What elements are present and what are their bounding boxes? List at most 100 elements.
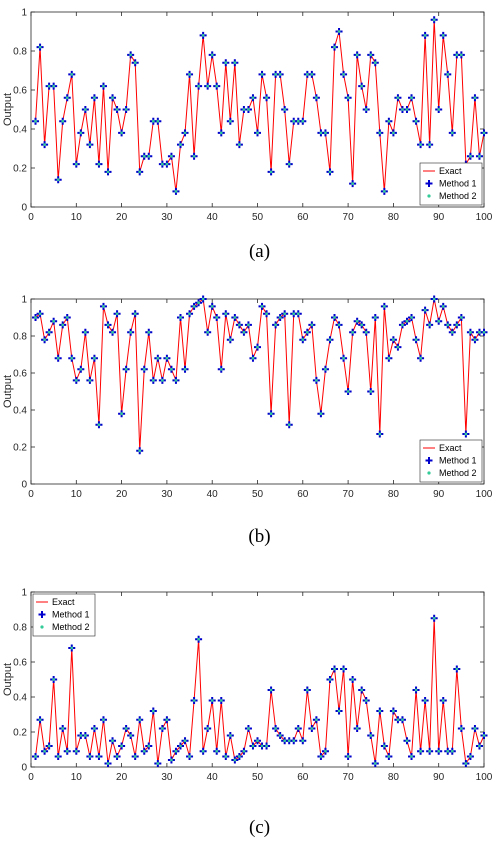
method-2-point (373, 762, 377, 765)
legend-label: Method 2 (52, 622, 90, 632)
legend: Exact Method 1 Method 2 (32, 593, 96, 637)
y-tick-label: 0.2 (13, 728, 27, 739)
method-2-point (165, 718, 169, 722)
legend-label: Method 1 (439, 179, 477, 189)
x-tick-label: 40 (207, 212, 219, 223)
method-2-point (156, 762, 160, 765)
method-2-point (405, 739, 409, 743)
y-tick-label: 0.8 (13, 47, 27, 58)
method-2-point (228, 338, 232, 342)
method-2-point (473, 96, 477, 100)
method-2-point (378, 709, 382, 713)
plot-area (30, 11, 485, 208)
method-2-point (360, 688, 364, 692)
method-2-point (138, 170, 142, 174)
method-2-point (165, 356, 169, 360)
method-2-point (428, 143, 432, 147)
method-2-point (247, 108, 250, 111)
method-2-point (283, 739, 287, 743)
method-2-point (170, 758, 173, 762)
method-2-point (296, 727, 300, 730)
method-2-point (70, 73, 74, 76)
method-2-point (79, 131, 83, 135)
method-2-point (215, 84, 219, 88)
series-line-exact (35, 618, 485, 765)
method-2-point (441, 699, 445, 702)
method-2-point (441, 305, 445, 308)
y-axis-label: Output (2, 375, 14, 408)
method-2-point (174, 379, 178, 382)
method-2-point (133, 312, 137, 316)
method-2-point (170, 154, 173, 158)
method-2-point (301, 119, 305, 123)
legend-swatch-method-1 (425, 457, 433, 464)
method-2-point (197, 84, 201, 88)
method-2-point (38, 312, 42, 316)
method-2-point (265, 96, 268, 100)
chart-panel-2: 0 10 20 30 40 50 60 70 80 90 100 0 0.2 0.4 0.6 0.8 1 Outp… (2, 295, 493, 548)
method-2-point (170, 367, 173, 371)
legend-label: Method 1 (439, 456, 477, 466)
method-2-point (65, 749, 69, 753)
method-2-point (278, 73, 282, 76)
legend-swatch-method-2 (427, 194, 431, 198)
method-2-point (188, 73, 191, 76)
method-2-point (233, 758, 237, 762)
method-2-point (242, 749, 246, 753)
method-2-point (183, 367, 187, 371)
legend-swatch-method-1 (38, 611, 46, 618)
method-2-point (142, 367, 146, 371)
chart-panel-1: 0 10 20 30 40 50 60 70 80 90 100 0 0.2 0.4 0.6 0.8 1 Outp… (2, 8, 493, 263)
method-2-point (83, 734, 87, 737)
method-2-point (224, 312, 228, 316)
method-2-point (156, 119, 160, 123)
method-2-point (337, 709, 341, 713)
method-2-point (351, 182, 355, 186)
legend-label: Method 1 (52, 610, 90, 620)
y-tick-label: 1 (21, 295, 27, 306)
method-2-point (478, 744, 481, 748)
method-2-point (437, 319, 441, 323)
method-2-point (369, 734, 373, 737)
method-2-point (342, 73, 345, 76)
method-2-point (224, 755, 228, 758)
method-2-point (251, 744, 255, 748)
method-2-point (102, 84, 105, 88)
method-2-point (464, 762, 468, 765)
method-2-point (387, 356, 391, 360)
method-2-point (120, 412, 123, 416)
method-2-point (133, 61, 137, 65)
method-2-point (106, 170, 110, 174)
method-2-point (156, 356, 160, 360)
method-2-point (469, 755, 472, 758)
x-tick-label: 30 (161, 772, 173, 783)
x-tick-label: 10 (71, 212, 83, 223)
method-2-point (482, 330, 486, 334)
method-2-point (373, 316, 377, 319)
method-2-point (206, 330, 210, 334)
method-2-point (382, 305, 386, 308)
method-2-point (355, 727, 359, 730)
method-2-point (382, 744, 386, 748)
method-2-point (102, 718, 105, 722)
y-tick-label: 0.8 (13, 623, 27, 634)
method-2-point (428, 749, 432, 753)
method-2-point (292, 119, 296, 123)
method-2-point (237, 143, 241, 147)
method-2-point (142, 154, 146, 158)
method-2-point (206, 84, 210, 88)
method-2-point (337, 323, 341, 327)
method-2-point (305, 73, 309, 76)
method-2-point (138, 718, 142, 722)
method-2-point (183, 131, 187, 135)
method-2-point (88, 755, 92, 758)
method-2-point (160, 727, 164, 730)
method-2-point (201, 749, 205, 753)
legend-swatch-method-1 (425, 180, 433, 187)
method-2-point (419, 749, 422, 753)
method-2-point (124, 727, 128, 730)
method-2-point (346, 755, 350, 758)
x-tick-label: 10 (71, 772, 83, 783)
method-2-point (111, 330, 114, 334)
